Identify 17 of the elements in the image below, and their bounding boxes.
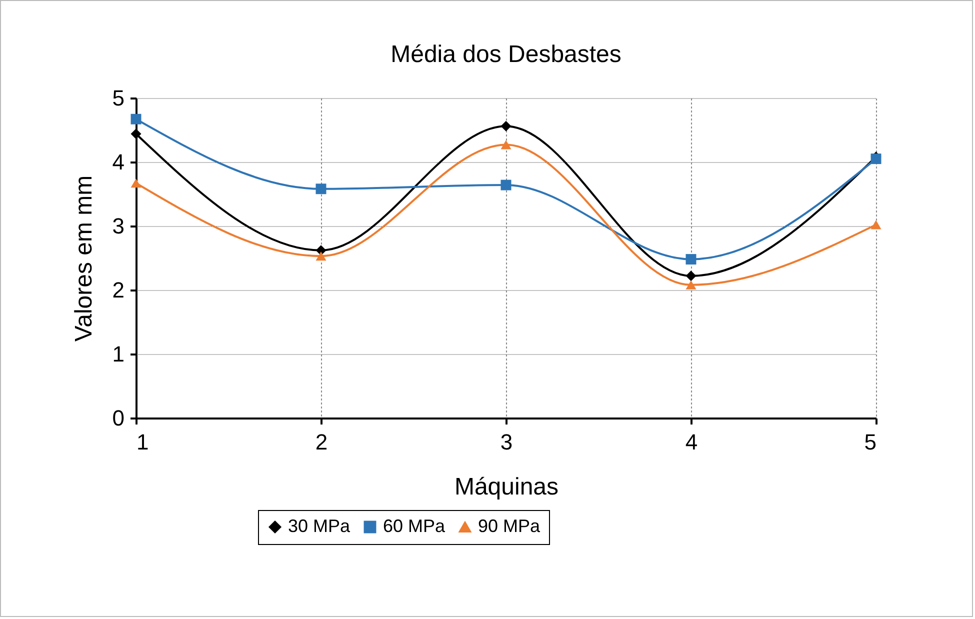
x-tick-label: 2	[315, 430, 328, 454]
y-axis-title: Valores em mm	[70, 175, 98, 342]
legend-label: 30 MPa	[288, 516, 352, 536]
y-tick-label: 4	[112, 150, 124, 174]
legend-label: 60 MPa	[383, 516, 446, 536]
x-tick-label: 5	[864, 430, 876, 454]
y-tick-label: 2	[112, 278, 124, 302]
y-tick-label: 5	[112, 86, 124, 110]
y-tick-label: 1	[112, 342, 124, 366]
x-tick-label: 4	[685, 430, 698, 454]
legend-label: 90 MPa	[478, 516, 542, 536]
chart-title: Média dos Desbastes	[390, 41, 622, 68]
x-tick-label: 3	[500, 430, 513, 454]
x-tick-label: 1	[136, 430, 149, 454]
y-tick-label: 3	[112, 214, 124, 238]
x-axis-title: Máquinas	[454, 474, 559, 500]
y-tick-label: 0	[112, 406, 124, 430]
